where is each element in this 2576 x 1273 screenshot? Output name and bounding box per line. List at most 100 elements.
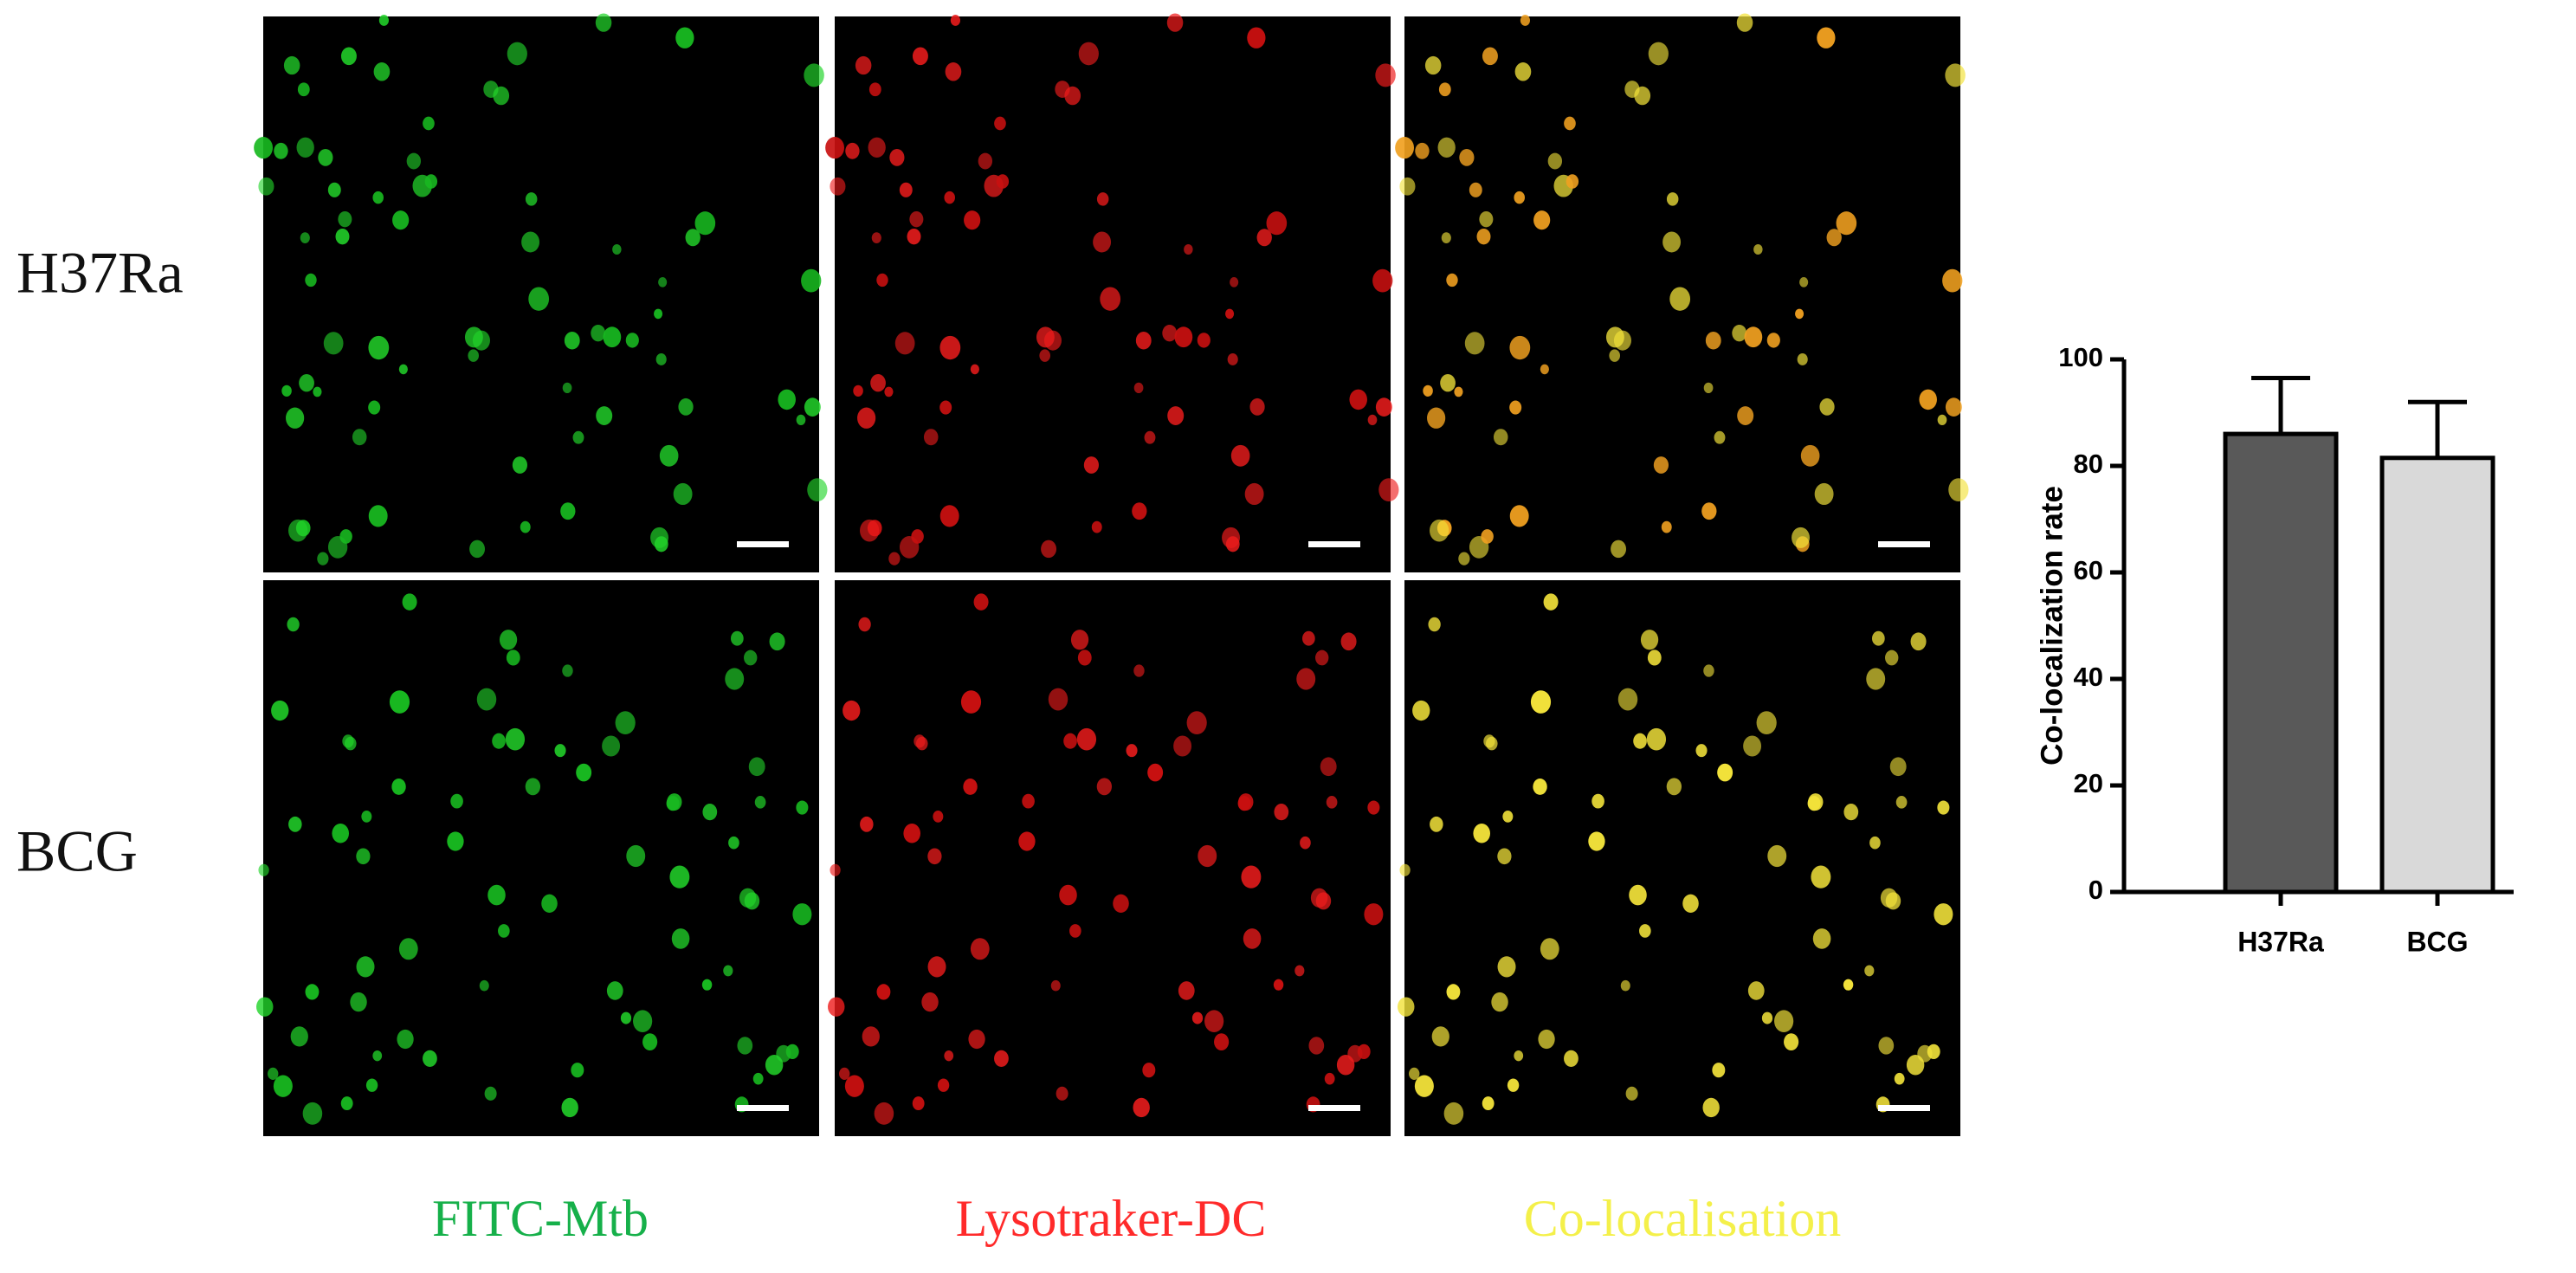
cell-spot <box>1743 735 1762 757</box>
cell-spot <box>1372 268 1393 293</box>
cell-spot <box>1443 1102 1464 1125</box>
cell-spot <box>1717 763 1733 782</box>
cell-spot <box>1375 63 1396 87</box>
cell-spot <box>365 1078 378 1092</box>
cell-spot <box>562 664 573 677</box>
cell-spot <box>1320 757 1337 777</box>
cell-spot <box>423 116 435 131</box>
cell-spot <box>287 617 300 632</box>
cell-spot <box>1135 331 1152 350</box>
cell-spot <box>725 668 745 690</box>
cell-spot <box>909 210 924 228</box>
y-tick-label: 20 <box>2074 768 2103 798</box>
cell-spot <box>1469 182 1482 197</box>
cell-spot <box>1214 1033 1230 1051</box>
cell-spot <box>1083 456 1100 474</box>
cell-spot <box>288 519 308 542</box>
cell-spot <box>1464 332 1485 355</box>
cell-spot <box>737 1037 753 1055</box>
cell-spot <box>825 137 845 159</box>
cell-spot <box>912 1096 925 1111</box>
cell-spot <box>1894 1072 1905 1085</box>
cell-spot <box>1937 800 1950 815</box>
cell-spot <box>907 228 921 245</box>
cell-spot <box>894 332 915 355</box>
cell-spot <box>1540 938 1559 960</box>
cell-spot <box>378 15 389 26</box>
cell-spot <box>1091 520 1102 533</box>
scale-bar <box>737 541 789 547</box>
cell-spot <box>1736 13 1753 32</box>
cell-spot <box>1906 1054 1925 1076</box>
cell-spot <box>1629 884 1647 906</box>
cell-spot <box>973 593 989 611</box>
cell-spot <box>1446 984 1461 1000</box>
cell-spot <box>1340 632 1357 651</box>
cell-spot <box>1620 979 1630 992</box>
cell-spot <box>1191 1011 1204 1024</box>
cell-spot <box>1197 333 1211 348</box>
cell-spot <box>1800 444 1820 467</box>
cell-spot <box>1732 324 1747 342</box>
cell-spot <box>1184 243 1193 255</box>
cell-spot <box>1178 981 1195 1000</box>
cell-spot <box>1093 231 1112 253</box>
y-tick-label: 80 <box>2074 449 2103 479</box>
cell-spot <box>1878 1037 1895 1055</box>
cell-spot <box>1398 997 1415 1017</box>
cell-spot <box>914 734 926 748</box>
y-tick-label: 0 <box>2089 875 2103 905</box>
cell-spot <box>978 152 993 170</box>
cell-spot <box>1423 384 1433 397</box>
cell-spot <box>1069 924 1081 938</box>
cell-spot <box>1315 649 1329 666</box>
cell-spot <box>281 384 292 397</box>
cell-spot <box>398 364 408 375</box>
y-axis-label: Co-localization rate <box>2035 486 2069 766</box>
bar-chart: 0 20 40 60 80 100 Co-localization rate H37Ra BCG <box>2035 342 2514 957</box>
cell-spot <box>1273 979 1284 991</box>
cell-spot <box>560 502 576 520</box>
cell-spot <box>855 55 872 75</box>
cell-spot <box>1509 335 1531 360</box>
cell-spot <box>256 997 274 1017</box>
cell-spot <box>492 733 506 749</box>
cell-spot <box>1811 865 1831 889</box>
cell-spot <box>1326 796 1338 809</box>
cell-spot <box>520 520 531 533</box>
cell-spot <box>368 505 388 527</box>
cell-spot <box>356 956 375 978</box>
cell-spot <box>868 137 886 158</box>
cell-spot <box>1753 243 1763 255</box>
cell-spot <box>1367 800 1380 815</box>
cell-spot <box>671 928 690 949</box>
cell-spot <box>642 1033 658 1051</box>
cell-spot <box>1249 397 1265 416</box>
cell-spot <box>694 211 716 236</box>
cell-spot <box>1050 979 1061 992</box>
cell-spot <box>392 210 410 230</box>
cell-spot <box>340 47 357 66</box>
cell-spot <box>1378 478 1399 501</box>
cell-spot <box>300 232 310 244</box>
cell-spot <box>1814 482 1834 506</box>
cell-spot <box>1440 374 1456 392</box>
cell-spot <box>1826 229 1842 247</box>
cell-spot <box>927 956 946 978</box>
cell-spot <box>595 13 612 32</box>
cell-spot <box>927 848 942 865</box>
cell-spot <box>1324 1072 1335 1085</box>
cell-spot <box>1564 116 1576 131</box>
cell-spot <box>939 400 952 415</box>
cell-spot <box>970 364 979 375</box>
cell-spot <box>1919 389 1937 410</box>
cell-spot <box>1048 688 1068 711</box>
cell-spot <box>1948 478 1969 501</box>
cell-spot <box>498 924 510 938</box>
cell-spot <box>1514 1050 1524 1062</box>
cell-spot <box>1843 979 1854 991</box>
cell-spot <box>1096 192 1109 206</box>
cell-spot <box>1147 763 1164 782</box>
row-label: H37Ra <box>16 240 184 306</box>
